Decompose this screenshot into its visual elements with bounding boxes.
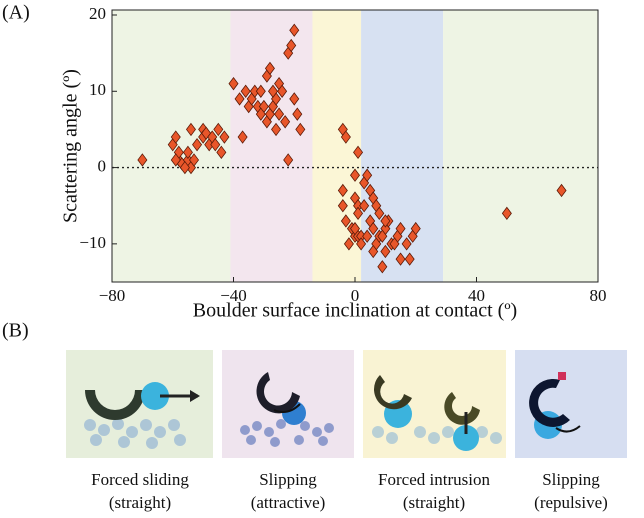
point <box>286 38 297 53</box>
point <box>179 160 190 175</box>
y-tick-label: −10 <box>79 233 106 252</box>
panel-label: (B) <box>2 320 29 342</box>
point <box>170 130 181 144</box>
point <box>292 107 303 121</box>
point <box>271 122 282 137</box>
y-tick-label: 10 <box>89 80 106 99</box>
point <box>237 130 248 144</box>
captions: Forced sliding (straight) Slipping (attract… <box>91 470 608 512</box>
point <box>353 206 364 221</box>
point <box>277 84 288 98</box>
caption: (straight) <box>109 493 171 512</box>
point <box>210 138 221 152</box>
x-axis-label: Boulder surface inclination at contact (… <box>193 300 517 322</box>
point <box>340 214 351 228</box>
point <box>395 221 406 236</box>
point <box>219 130 230 144</box>
caption: (repulsive) <box>534 493 608 512</box>
point <box>185 122 196 137</box>
x-tick-label: −40 <box>220 286 247 305</box>
point <box>359 199 370 213</box>
y-tick-label: 0 <box>98 156 107 175</box>
point <box>255 107 266 121</box>
point <box>350 168 360 182</box>
point <box>289 23 300 37</box>
plot-area: −80 −40 0 40 80 −10 0 10 20 <box>79 4 606 305</box>
y-axis-label: Scattering angle (º) <box>60 69 82 223</box>
x-tick-label: −80 <box>99 286 126 305</box>
point <box>377 260 388 274</box>
point <box>374 206 385 221</box>
point <box>350 221 360 236</box>
point <box>356 237 367 251</box>
point <box>213 122 224 137</box>
point <box>182 145 193 159</box>
point <box>228 76 239 91</box>
point <box>401 237 412 251</box>
point <box>274 107 285 121</box>
point <box>240 84 251 98</box>
point <box>404 252 415 266</box>
x-tick-label: 0 <box>351 286 360 305</box>
point <box>501 206 512 221</box>
illustration <box>66 350 627 458</box>
point <box>255 84 266 98</box>
point <box>368 244 379 259</box>
region <box>443 10 598 282</box>
point <box>362 229 373 243</box>
point <box>234 92 245 106</box>
point <box>337 183 348 198</box>
point <box>264 61 275 76</box>
point <box>377 229 388 243</box>
point <box>340 130 351 144</box>
y-tick-label: 20 <box>89 4 106 23</box>
x-tick-label: 80 <box>590 286 607 305</box>
point <box>395 252 406 266</box>
point <box>189 153 200 167</box>
point <box>267 84 278 98</box>
caption: Forced intrusion <box>378 470 490 489</box>
point <box>289 92 300 106</box>
panel-label: (A) <box>2 2 30 24</box>
point <box>280 115 291 129</box>
point <box>137 153 148 167</box>
point <box>556 183 567 198</box>
point <box>343 237 354 251</box>
point <box>362 168 373 182</box>
point <box>380 244 391 259</box>
caption: Slipping <box>542 470 600 489</box>
caption: (straight) <box>403 493 465 512</box>
point <box>192 138 203 152</box>
region <box>230 10 313 282</box>
point <box>368 221 379 236</box>
caption: Forced sliding <box>91 470 189 489</box>
point <box>337 199 348 213</box>
point <box>216 145 227 159</box>
caption: Slipping <box>259 470 317 489</box>
point <box>283 153 294 167</box>
point <box>295 122 306 137</box>
x-tick-label: 40 <box>468 286 485 305</box>
point <box>410 221 421 236</box>
point <box>353 145 364 159</box>
point <box>380 214 391 228</box>
caption: (attractive) <box>251 493 326 512</box>
point <box>389 237 400 251</box>
point <box>170 153 181 167</box>
